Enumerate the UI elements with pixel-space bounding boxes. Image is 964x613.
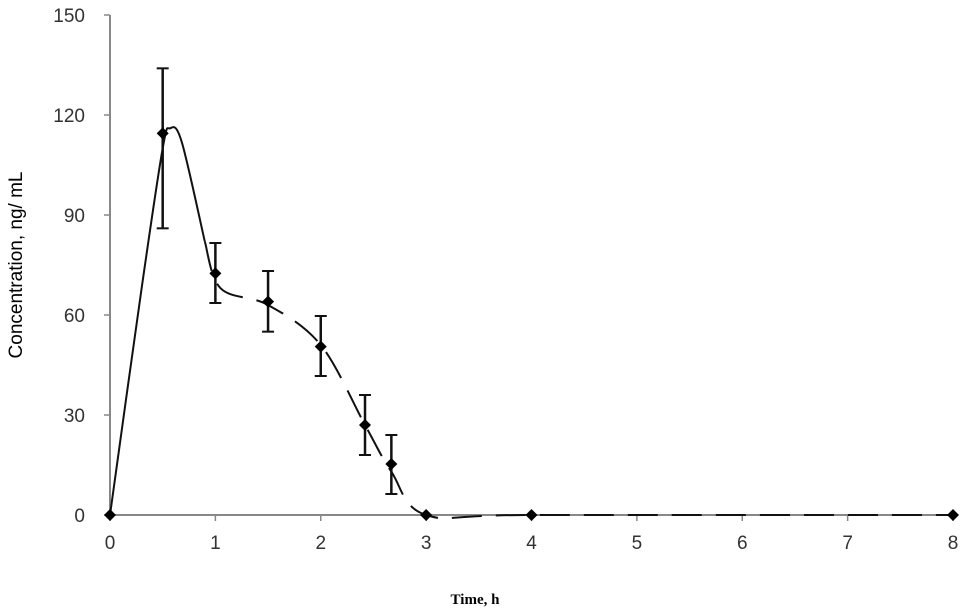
- x-tick-label: 2: [315, 533, 326, 554]
- y-tick-label: 120: [53, 106, 85, 127]
- y-tick-label: 90: [64, 206, 85, 227]
- data-point-marker: [385, 458, 398, 470]
- x-tick-label: 3: [421, 533, 432, 554]
- data-point-marker: [359, 419, 372, 431]
- y-tick-label: 150: [53, 6, 85, 27]
- data-point-marker: [156, 127, 169, 140]
- data-point-marker: [314, 340, 327, 353]
- y-tick-label: 0: [74, 506, 85, 527]
- data-point-marker: [525, 509, 538, 521]
- data-point-marker: [262, 295, 275, 308]
- data-point-marker: [104, 509, 116, 521]
- x-axis-label: Time, h: [451, 592, 501, 608]
- y-axis-label: Concentration, ng/ mL: [6, 172, 27, 359]
- x-tick-label: 6: [737, 533, 748, 554]
- x-tick-label: 8: [948, 533, 959, 554]
- y-tick-label: 60: [64, 306, 85, 327]
- data-point-marker: [209, 267, 222, 280]
- fit-line-solid: [109, 126, 206, 516]
- fit-line-dashed: [203, 241, 953, 520]
- x-tick-label: 7: [842, 533, 853, 554]
- x-tick-label: 1: [210, 533, 221, 554]
- data-point-marker: [947, 509, 959, 521]
- x-tick-label: 5: [632, 533, 643, 554]
- y-tick-label: 30: [64, 406, 85, 427]
- x-tick-label: 0: [105, 533, 116, 554]
- data-point-marker: [420, 509, 433, 521]
- x-tick-label: 4: [526, 533, 537, 554]
